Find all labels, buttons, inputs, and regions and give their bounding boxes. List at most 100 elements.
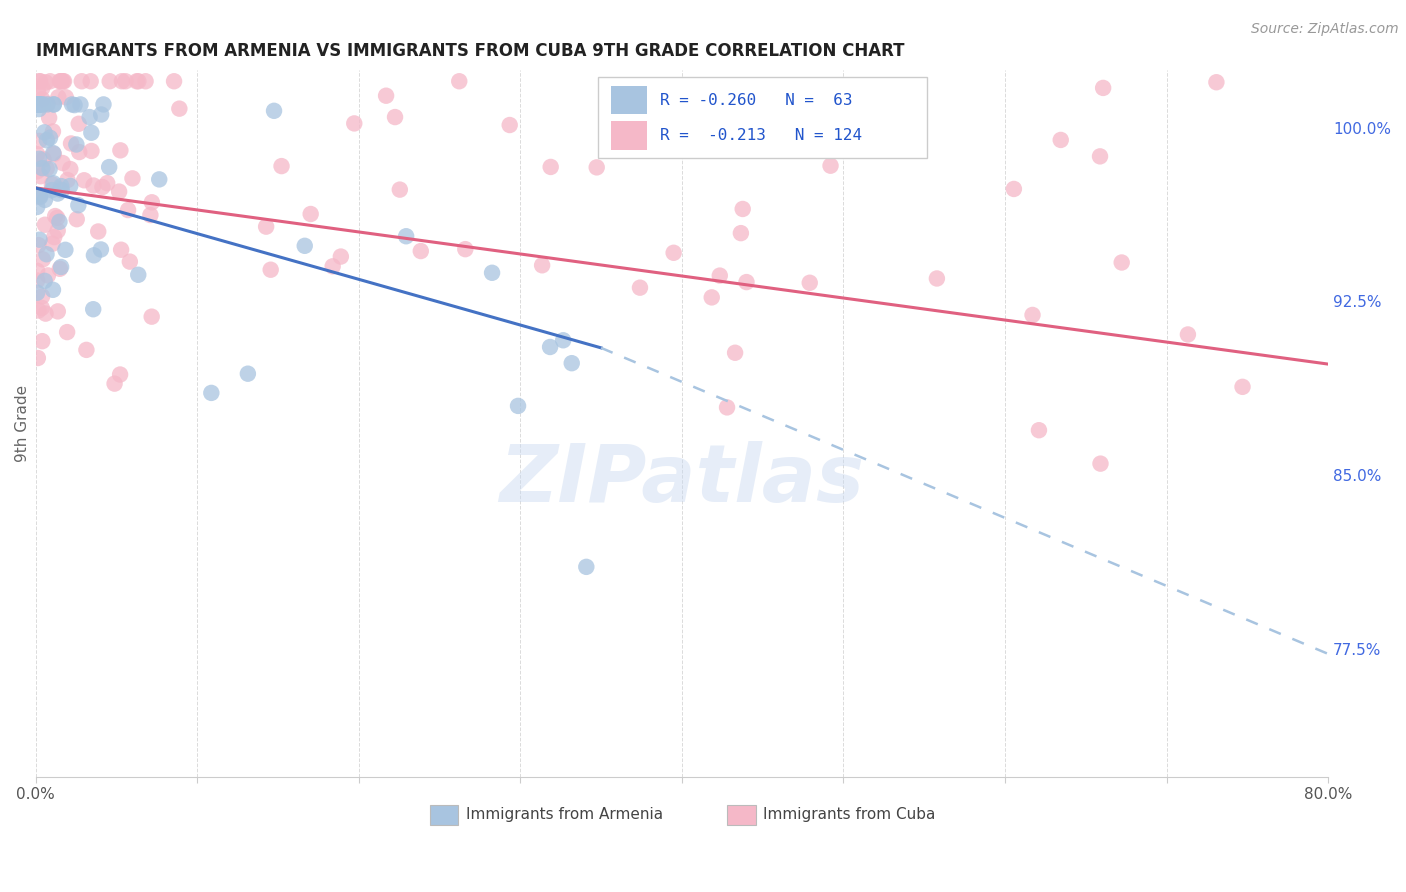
- Point: [28, 189, 51, 203]
- Point: [730, 226, 752, 240]
- Point: [56, 173, 79, 187]
- Point: [540, 160, 562, 174]
- Point: [83, 248, 105, 262]
- Point: [39, 130, 62, 145]
- Point: [30, 190, 52, 204]
- Point: [1002, 182, 1025, 196]
- Point: [118, 254, 141, 268]
- Point: [59, 162, 82, 177]
- Point: [31, 81, 53, 95]
- Bar: [727, 805, 755, 825]
- Point: [37, 97, 59, 112]
- Point: [531, 258, 554, 272]
- Point: [1088, 149, 1111, 163]
- Text: Source: ZipAtlas.com: Source: ZipAtlas.com: [1251, 22, 1399, 37]
- Point: [39, 74, 62, 88]
- Point: [449, 74, 471, 88]
- Point: [127, 268, 149, 282]
- Point: [73, 173, 96, 187]
- Text: IMMIGRANTS FROM ARMENIA VS IMMIGRANTS FROM CUBA 9TH GRADE CORRELATION CHART: IMMIGRANTS FROM ARMENIA VS IMMIGRANTS FR…: [35, 42, 904, 60]
- Point: [27, 238, 49, 252]
- Point: [49, 74, 72, 88]
- Point: [42, 97, 65, 112]
- Point: [735, 275, 758, 289]
- FancyBboxPatch shape: [598, 77, 928, 158]
- Point: [51, 74, 73, 88]
- Point: [270, 159, 292, 173]
- Point: [121, 171, 143, 186]
- Point: [1111, 255, 1133, 269]
- Point: [236, 367, 259, 381]
- Point: [110, 243, 132, 257]
- Point: [27, 303, 49, 318]
- Point: [34, 274, 56, 288]
- Point: [575, 559, 598, 574]
- Point: [25, 97, 48, 112]
- Point: [31, 97, 53, 112]
- Point: [343, 116, 366, 130]
- Point: [117, 202, 139, 217]
- Point: [103, 376, 125, 391]
- Point: [27, 85, 49, 99]
- Point: [42, 124, 65, 138]
- Point: [148, 172, 170, 186]
- Point: [329, 250, 352, 264]
- Point: [799, 276, 821, 290]
- Point: [127, 74, 149, 88]
- Point: [46, 186, 69, 201]
- Point: [322, 260, 344, 274]
- Point: [25, 264, 48, 278]
- Point: [67, 117, 90, 131]
- Point: [42, 97, 65, 112]
- Point: [31, 301, 53, 315]
- Point: [48, 90, 70, 104]
- Point: [169, 102, 191, 116]
- Point: [1028, 423, 1050, 437]
- Point: [716, 401, 738, 415]
- Point: [87, 225, 110, 239]
- Point: [41, 183, 63, 197]
- Point: [46, 304, 69, 318]
- Point: [395, 229, 418, 244]
- Point: [28, 97, 51, 112]
- Point: [384, 110, 406, 124]
- Point: [499, 118, 522, 132]
- Point: [1205, 75, 1227, 89]
- Point: [75, 343, 97, 357]
- Point: [79, 110, 101, 124]
- Point: [67, 145, 90, 159]
- Point: [34, 125, 56, 139]
- Point: [481, 266, 503, 280]
- Point: [37, 268, 59, 283]
- Point: [1090, 457, 1112, 471]
- Point: [90, 107, 112, 121]
- Point: [28, 97, 51, 112]
- Point: [96, 176, 118, 190]
- Point: [139, 208, 162, 222]
- Point: [42, 147, 65, 161]
- Point: [56, 325, 79, 339]
- Point: [538, 340, 561, 354]
- Point: [35, 133, 58, 147]
- Point: [409, 244, 432, 258]
- Point: [561, 356, 583, 370]
- Point: [70, 74, 93, 88]
- Point: [700, 290, 723, 304]
- Point: [31, 97, 53, 112]
- Point: [65, 137, 87, 152]
- Point: [42, 146, 65, 161]
- Point: [724, 345, 747, 359]
- Bar: [610, 86, 647, 114]
- Point: [553, 333, 575, 347]
- Point: [27, 189, 49, 203]
- Point: [53, 74, 76, 88]
- Point: [925, 271, 948, 285]
- Point: [42, 283, 65, 297]
- Point: [731, 202, 754, 216]
- Point: [200, 385, 222, 400]
- Point: [375, 88, 398, 103]
- Point: [28, 233, 51, 247]
- Point: [688, 138, 710, 153]
- Point: [55, 90, 77, 104]
- Point: [51, 183, 73, 197]
